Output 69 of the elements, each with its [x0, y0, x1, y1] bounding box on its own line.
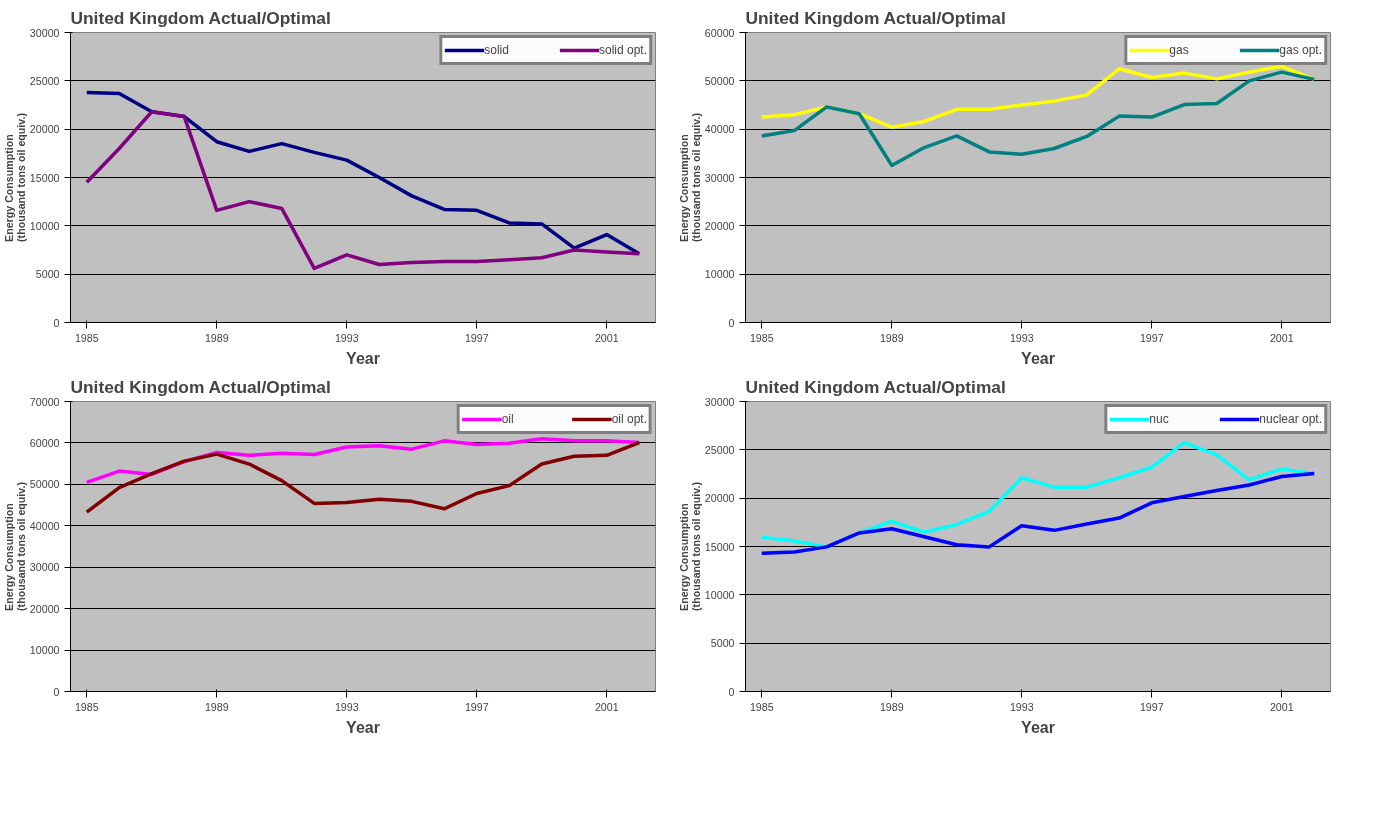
legend-label: oil — [501, 412, 515, 426]
y-tick-label: 15000 — [704, 540, 735, 553]
x-tick-label: 1989 — [879, 700, 904, 713]
y-tick-label: 10000 — [704, 268, 735, 281]
x-tick-label: 1985 — [749, 700, 774, 713]
x-tick-label: 1993 — [1009, 700, 1034, 713]
y-axis-title: Energy Consumption (thousand tons oil equiv.) — [2, 481, 27, 611]
y-tick-label: 20000 — [704, 492, 735, 505]
y-tick-label: 20000 — [29, 602, 60, 615]
y-tick-label: 50000 — [29, 478, 60, 491]
y-tick-label: 5000 — [710, 637, 735, 650]
y-tick-label: 50000 — [704, 74, 735, 87]
y-tick-label: 5000 — [35, 268, 60, 281]
y-tick-label: 25000 — [29, 74, 60, 87]
x-tick-label: 1989 — [204, 331, 229, 344]
y-tick-label: 10000 — [704, 588, 735, 601]
x-tick-label: 2001 — [1269, 331, 1294, 344]
x-tick-label: 1993 — [334, 331, 359, 344]
y-tick-label: 0 — [728, 316, 735, 329]
y-tick-label: 0 — [728, 685, 735, 698]
x-tick-label: 1989 — [204, 700, 229, 713]
x-tick-label: 2001 — [1269, 700, 1294, 713]
chart-title: United Kingdom Actual/Optimal — [70, 376, 331, 397]
legend-label: oil opt. — [611, 412, 647, 426]
x-tick-label: 2001 — [594, 331, 619, 344]
x-tick-label: 1997 — [1139, 700, 1164, 713]
y-tick-label: 40000 — [704, 123, 735, 136]
legend-label: gas — [1169, 43, 1190, 57]
y-tick-label: 0 — [53, 316, 60, 329]
legend-label: solid opt. — [598, 43, 647, 57]
y-tick-label: 30000 — [29, 26, 60, 39]
y-tick-label: 30000 — [704, 171, 735, 184]
legend-label: solid — [484, 43, 509, 57]
x-tick-label: 1997 — [464, 331, 489, 344]
chart-title: United Kingdom Actual/Optimal — [70, 7, 331, 28]
legend-label: nuc — [1149, 412, 1170, 426]
legend-label: nuclear opt. — [1259, 412, 1322, 426]
x-tick-label: 1985 — [749, 331, 774, 344]
y-tick-label: 60000 — [29, 436, 60, 449]
y-tick-label: 20000 — [29, 123, 60, 136]
y-tick-label: 25000 — [704, 443, 735, 456]
y-tick-label: 10000 — [29, 219, 60, 232]
x-tick-label: 1997 — [464, 700, 489, 713]
y-tick-label: 15000 — [29, 171, 60, 184]
y-tick-label: 30000 — [704, 395, 735, 408]
y-tick-label: 30000 — [29, 561, 60, 574]
y-tick-label: 60000 — [704, 26, 735, 39]
x-tick-label: 1997 — [1139, 331, 1164, 344]
chart-title: United Kingdom Actual/Optimal — [745, 376, 1006, 397]
y-axis-title: Energy Consumption (thousand tons oil equiv.) — [677, 112, 702, 242]
y-tick-label: 0 — [53, 685, 60, 698]
y-axis-title: Energy Consumption (thousand tons oil equiv.) — [677, 481, 702, 611]
legend-label: gas opt. — [1279, 43, 1322, 57]
y-tick-label: 20000 — [704, 219, 735, 232]
y-tick-label: 10000 — [29, 644, 60, 657]
x-tick-label: 1985 — [74, 331, 99, 344]
y-tick-label: 40000 — [29, 519, 60, 532]
chart-title: United Kingdom Actual/Optimal — [745, 7, 1006, 28]
x-tick-label: 1985 — [74, 700, 99, 713]
x-axis-title: Year — [346, 718, 380, 736]
x-tick-label: 1993 — [334, 700, 359, 713]
x-axis-title: Year — [1021, 718, 1055, 736]
x-tick-label: 2001 — [594, 700, 619, 713]
x-axis-title: Year — [1021, 349, 1055, 367]
x-tick-label: 1989 — [879, 331, 904, 344]
x-tick-label: 1993 — [1009, 331, 1034, 344]
y-tick-label: 70000 — [29, 395, 60, 408]
y-axis-title: Energy Consumption (thousand tons oil equiv.) — [2, 112, 27, 242]
x-axis-title: Year — [346, 349, 380, 367]
